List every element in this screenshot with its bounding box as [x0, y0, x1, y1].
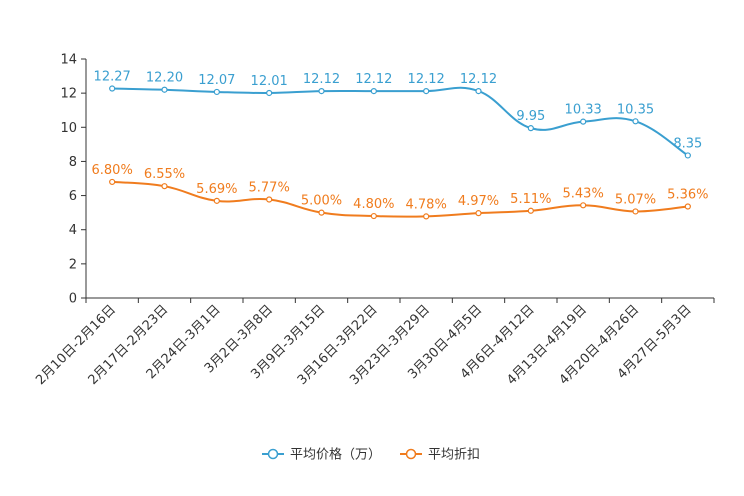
- data-label: 8.35: [673, 136, 702, 151]
- data-label: 5.36%: [667, 187, 708, 202]
- data-point: [580, 202, 587, 209]
- data-point: [423, 213, 430, 220]
- y-tick-label: 6: [69, 189, 77, 204]
- data-label: 12.07: [198, 73, 235, 88]
- data-label: 5.69%: [196, 182, 237, 197]
- legend-marker: [267, 448, 279, 460]
- data-point: [213, 197, 220, 204]
- data-label: 4.97%: [458, 194, 499, 209]
- data-point: [161, 183, 168, 190]
- data-label: 5.43%: [563, 186, 604, 201]
- data-label: 10.35: [617, 102, 654, 117]
- data-point: [527, 207, 534, 214]
- data-point: [109, 178, 116, 186]
- legend-label: 平均价格（万）: [290, 447, 381, 463]
- data-label: 12.12: [460, 72, 497, 87]
- legend-item-1: 平均价格（万）: [262, 447, 381, 463]
- data-point: [475, 210, 482, 217]
- y-tick-label: 10: [60, 121, 77, 136]
- legend-marker: [405, 448, 417, 460]
- y-axis: 0 2 4 6 8 10 12 14: [60, 53, 87, 307]
- y-tick-label: 2: [69, 257, 77, 272]
- series-2: 6.80% 6.55% 5.69% 5.77% 5.00% 4.80% 4.78% 4.97%…: [92, 163, 708, 220]
- data-point: [370, 212, 377, 220]
- series-line: [112, 86, 689, 157]
- data-point: [161, 86, 168, 93]
- series-layer: 12.27 12.20 12.07 12.01 12.12 12.12 12.12 12.12…: [92, 70, 708, 220]
- data-point: [266, 196, 273, 203]
- data-label: 5.00%: [301, 194, 342, 209]
- data-label: 12.12: [303, 72, 340, 87]
- series-1: 12.27 12.20 12.07 12.01 12.12 12.12 12.12 12.12…: [94, 70, 702, 159]
- data-point: [632, 118, 639, 125]
- data-point: [266, 89, 273, 97]
- data-point: [580, 118, 587, 125]
- x-axis: 2月10日-2月16日2月17日-2月23日2月24日-3月1日3月2日-3月8…: [33, 297, 715, 388]
- data-label: 6.80%: [92, 163, 133, 178]
- data-point: [632, 208, 639, 215]
- y-tick-label: 0: [69, 292, 77, 307]
- data-point: [109, 85, 116, 92]
- data-point: [423, 87, 430, 95]
- data-label: 6.55%: [144, 167, 185, 182]
- data-label: 12.20: [146, 71, 183, 86]
- data-point: [213, 88, 220, 96]
- y-tick-label: 8: [69, 155, 77, 170]
- data-point: [370, 87, 377, 95]
- data-point: [475, 87, 482, 95]
- data-label: 5.77%: [249, 180, 290, 195]
- data-label: 12.12: [355, 72, 392, 87]
- data-label: 5.07%: [615, 192, 656, 207]
- y-tick-label: 4: [69, 223, 77, 238]
- data-label: 4.80%: [353, 197, 394, 212]
- data-point: [318, 209, 325, 216]
- data-label: 4.78%: [406, 197, 447, 212]
- data-label: 5.11%: [510, 192, 551, 207]
- data-label: 9.95: [516, 109, 545, 124]
- data-label: 10.33: [565, 103, 602, 118]
- data-point: [684, 152, 691, 159]
- y-tick-label: 12: [60, 87, 77, 102]
- y-tick-label: 14: [60, 53, 77, 68]
- legend: 平均价格（万） 平均折扣: [262, 447, 480, 463]
- data-point: [527, 125, 534, 132]
- data-point: [318, 87, 325, 95]
- data-point: [684, 203, 691, 210]
- data-label: 12.27: [94, 70, 131, 85]
- series-line: [112, 180, 688, 218]
- data-label: 12.12: [408, 72, 445, 87]
- data-label: 12.01: [251, 74, 288, 89]
- legend-item-2: 平均折扣: [400, 448, 480, 463]
- legend-label: 平均折扣: [428, 448, 480, 463]
